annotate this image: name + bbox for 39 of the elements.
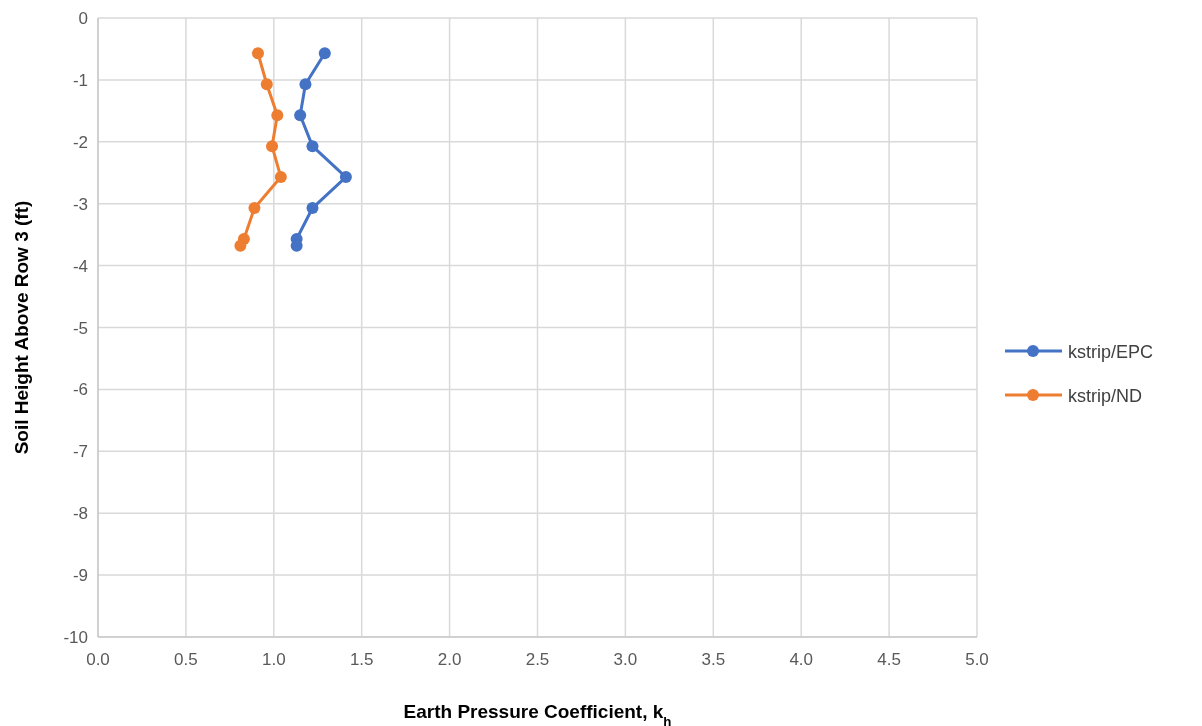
y-tick-label: -9	[72, 566, 88, 586]
x-tick-label: 0.0	[86, 650, 110, 669]
x-tick-label: 5.0	[965, 650, 989, 669]
y-tick-label: -6	[72, 380, 88, 400]
y-tick-label: -7	[72, 442, 88, 462]
x-tick-label: 1.5	[349, 650, 374, 669]
point	[260, 78, 273, 91]
y-tick-label: -4	[72, 256, 88, 276]
point	[266, 140, 279, 153]
point	[339, 171, 352, 184]
y-tick-label: -1	[72, 70, 88, 90]
x-axis-title: Earth Pressure Coefficient, k$_{h}$	[403, 701, 672, 726]
point	[306, 202, 319, 215]
point	[299, 78, 312, 91]
point	[248, 202, 261, 215]
x-tick-label: 3.0	[613, 650, 638, 669]
point	[318, 47, 331, 60]
y-tick-label: -5	[72, 318, 88, 338]
x-tick-label: 1.0	[261, 650, 286, 669]
point	[271, 109, 284, 122]
x-tick-label: 2.0	[437, 650, 462, 669]
x-tick-label: 0.5	[174, 650, 198, 669]
x-tick-label: 4.5	[877, 650, 901, 669]
point	[234, 239, 247, 252]
y-tick-label: -10	[63, 628, 88, 647]
x-tick-label: 3.5	[701, 650, 726, 669]
y-tick-label: -8	[72, 504, 88, 524]
y-tick-label: -2	[72, 132, 88, 152]
legend-label: kstrip/EPC	[1068, 342, 1154, 362]
point	[294, 109, 307, 122]
point	[306, 140, 319, 153]
legend-label: kstrip/ND	[1068, 386, 1143, 406]
y-axis-title: Soil Height Above Row 3 (ft)	[11, 200, 32, 455]
point	[251, 47, 264, 60]
point	[274, 171, 287, 184]
x-tick-label: 4.0	[789, 650, 814, 669]
x-tick-label: 2.5	[525, 650, 550, 669]
y-tick-label: -3	[72, 194, 88, 214]
y-tick-label: 0	[78, 9, 88, 28]
